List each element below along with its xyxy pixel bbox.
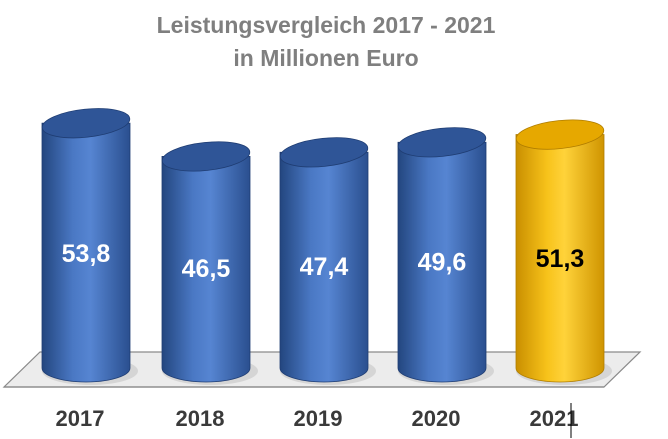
- data-label: 47,4: [300, 253, 349, 281]
- x-tick-label: 2021: [530, 406, 579, 431]
- x-tick-label: 2018: [176, 406, 225, 431]
- chart-title: Leistungsvergleich 2017 - 2021: [157, 12, 496, 38]
- bar-body: [515, 134, 605, 383]
- bar-top: [41, 108, 131, 139]
- x-axis-ticks: 2017 2018 2019 2020 2021: [56, 406, 579, 431]
- bar-2020: 49,6: [397, 127, 494, 385]
- x-tick-label: 2019: [294, 406, 343, 431]
- data-label: 46,5: [182, 255, 231, 283]
- bar-body: [41, 122, 131, 383]
- bar-2018: 46,5: [161, 141, 258, 385]
- bar-body: [397, 141, 487, 383]
- bar-top: [279, 137, 369, 168]
- data-label: 53,8: [62, 240, 111, 268]
- bars-group: 53,8 46,5 47,4 49,6 51,3: [41, 108, 612, 385]
- chart-subtitle: in Millionen Euro: [233, 45, 418, 71]
- bar-top: [161, 141, 251, 172]
- data-label: 49,6: [418, 248, 467, 276]
- bar-2017: 53,8: [41, 108, 138, 385]
- bar-body: [279, 151, 369, 383]
- bar-top: [515, 119, 605, 150]
- data-label: 51,3: [536, 245, 585, 273]
- x-tick-label: 2017: [56, 406, 105, 431]
- bar-2019: 47,4: [279, 137, 376, 385]
- x-tick-label: 2020: [412, 406, 461, 431]
- bar-body: [161, 156, 251, 383]
- bar-top: [397, 127, 487, 158]
- bar-2021: 51,3: [515, 119, 612, 385]
